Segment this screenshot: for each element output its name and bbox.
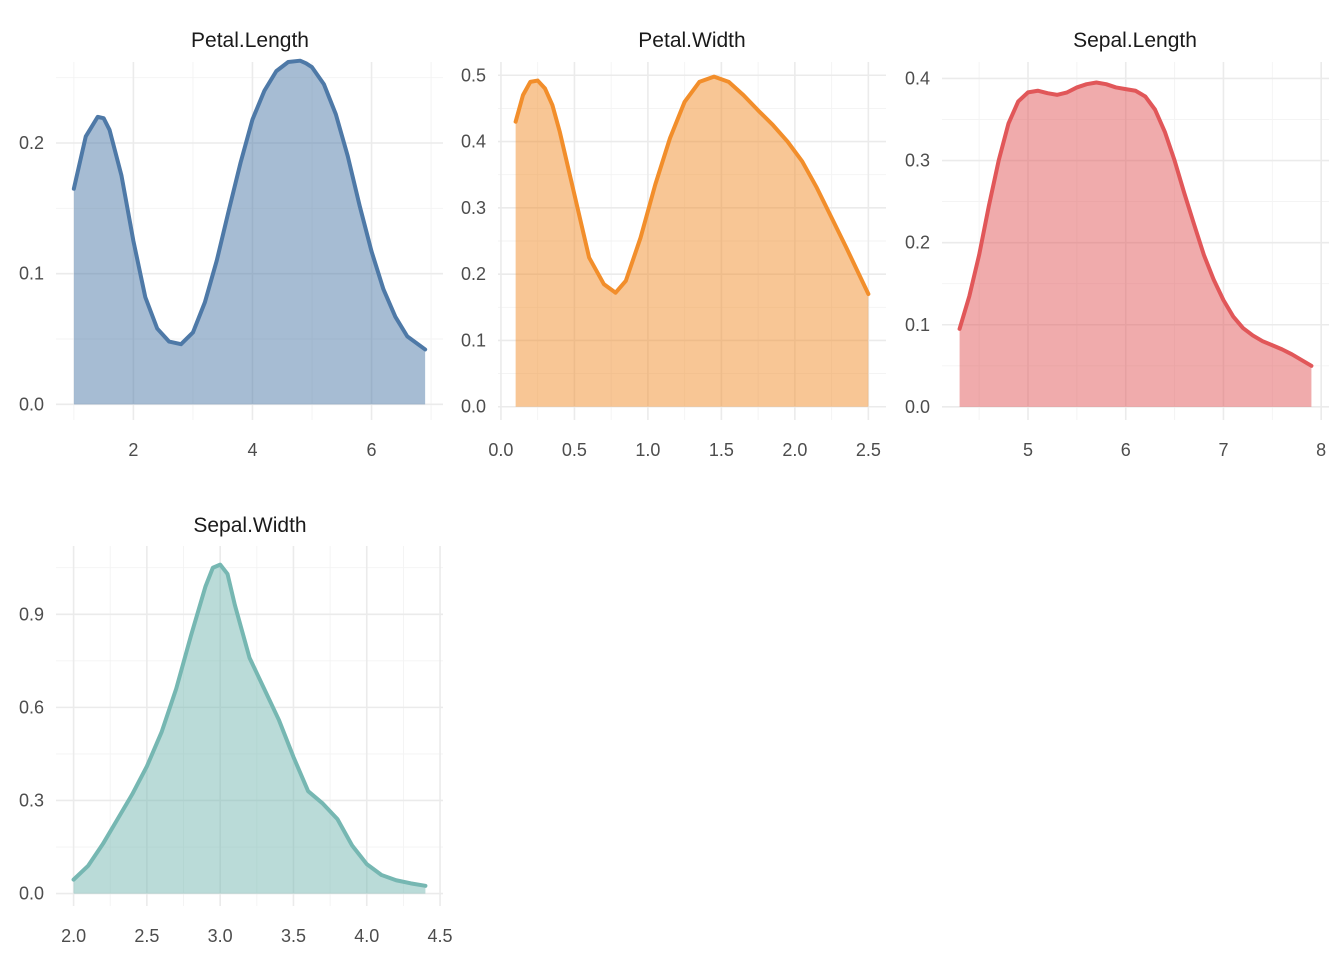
x-tick-label: 2.5	[856, 440, 881, 460]
y-tick-label: 0.2	[19, 133, 44, 153]
y-tick-label: 0.9	[19, 604, 44, 624]
x-tick-label: 6	[367, 440, 377, 460]
y-tick-label: 0.1	[19, 264, 44, 284]
x-tick-label: 2.5	[134, 926, 159, 946]
x-tick-label: 4	[247, 440, 257, 460]
density-area-sepal-length	[959, 82, 1312, 407]
x-tick-label: 3.5	[281, 926, 306, 946]
x-tick-label: 5	[1023, 440, 1033, 460]
x-tick-label: 3.0	[208, 926, 233, 946]
density-line-petal-width	[513, 74, 871, 297]
y-tick-label: 0.0	[19, 884, 44, 904]
density-line-petal-length	[71, 58, 428, 352]
y-tick-label: 0.0	[905, 397, 930, 417]
y-tick-label: 0.2	[905, 233, 930, 253]
x-tick-label: 6	[1121, 440, 1131, 460]
x-tick-label: 1.0	[635, 440, 660, 460]
y-tick-label: 0.4	[905, 68, 930, 88]
facet-title-petal-length: Petal.Length	[191, 29, 309, 52]
x-tick-label: 8	[1316, 440, 1326, 460]
x-tick-label: 4.5	[428, 926, 453, 946]
density-line-sepal-width	[71, 562, 428, 888]
y-tick-label: 0.3	[19, 790, 44, 810]
panel-petal-length: 2 4 6 0.0 0.1 0.2 Petal.Length	[19, 29, 443, 460]
density-area-sepal-width	[73, 564, 426, 894]
y-tick-label: 0.1	[461, 330, 486, 350]
facet-title-sepal-width: Sepal.Width	[193, 514, 306, 537]
facet-title-petal-width: Petal.Width	[638, 29, 745, 52]
x-tick-label: 4.0	[354, 926, 379, 946]
y-tick-label: 0.3	[461, 198, 486, 218]
y-tick-label: 0.4	[461, 132, 486, 152]
x-tick-label: 2	[128, 440, 138, 460]
y-tick-label: 0.2	[461, 264, 486, 284]
density-line-sepal-length	[957, 80, 1314, 368]
x-tick-label: 2.0	[61, 926, 86, 946]
panel-sepal-width: 2.0 2.5 3.0 3.5 4.0 4.5 0.0 0.3 0.6 0.9 Sepal.Widt…	[19, 514, 453, 946]
x-tick-label: 0.5	[562, 440, 587, 460]
panel-petal-width: 0.0 0.5 1.0 1.5 2.0 2.5 0.0 0.1 0.2 0.3 0.4 0.5 Peta…	[461, 29, 886, 460]
y-tick-label: 0.5	[461, 65, 486, 85]
x-tick-label: 1.5	[709, 440, 734, 460]
y-tick-label: 0.1	[905, 315, 930, 335]
y-tick-label: 0.3	[905, 151, 930, 171]
facet-title-sepal-length: Sepal.Length	[1073, 29, 1197, 52]
density-area-petal-width	[515, 76, 869, 407]
x-tick-label: 0.0	[488, 440, 513, 460]
y-tick-label: 0.0	[19, 394, 44, 414]
x-tick-label: 7	[1218, 440, 1228, 460]
panel-sepal-length: 5 6 7 8 0.0 0.1 0.2 0.3 0.4 Sepal.Length	[905, 29, 1329, 460]
y-tick-label: 0.6	[19, 697, 44, 717]
y-tick-label: 0.0	[461, 397, 486, 417]
x-tick-label: 2.0	[782, 440, 807, 460]
density-area-petal-length	[73, 60, 426, 405]
